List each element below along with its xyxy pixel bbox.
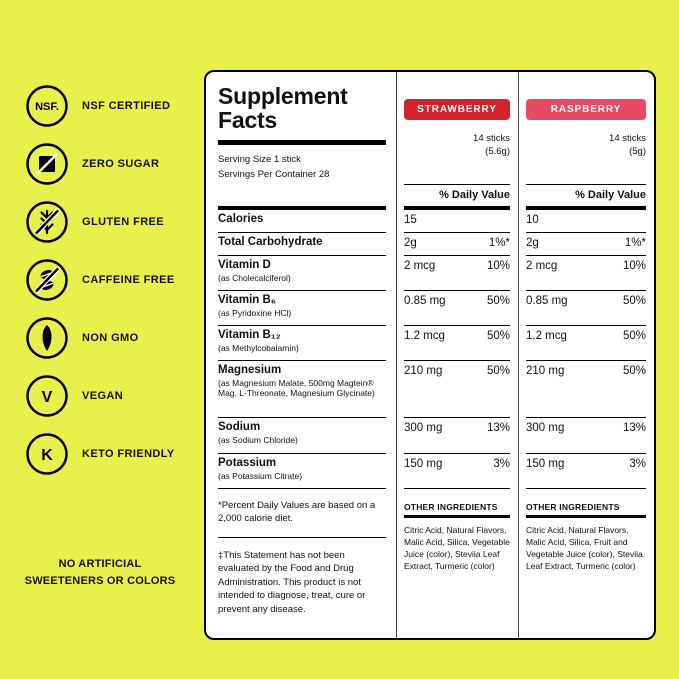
badge-label: CAFFEINE FREE [82, 274, 175, 286]
nutrient-row-magnesium: Magnesium (as Magnesium Malate, 500mg Ma… [218, 361, 386, 418]
strawberry-value-cell: 2 mcg 10% [404, 256, 510, 291]
strawberry-value-cell: 15 [404, 210, 510, 233]
svg-text:K: K [41, 447, 53, 464]
raspberry-value-cell: 0.85 mg 50% [526, 291, 646, 326]
column-divider [396, 72, 397, 638]
vegan-icon: V [26, 375, 68, 417]
badge-zero-sugar: ZERO SUGAR [25, 142, 175, 186]
column-divider [518, 72, 519, 638]
other-ingredients-rule [526, 515, 646, 518]
daily-value-label: % Daily Value [575, 189, 646, 201]
serving-info: Serving Size 1 stick Servings Per Contai… [218, 152, 386, 182]
nutrient-row-calories: Calories [218, 210, 386, 233]
strawberry-header: STRAWBERRY 14 sticks (5.6g) % Daily Valu… [404, 72, 510, 210]
serving-size: Serving Size 1 stick [218, 153, 301, 165]
raspberry-value-cell: 150 mg 3% [526, 454, 646, 489]
other-ingredients-rule [404, 515, 510, 518]
strawberry-other-ingredients: OTHER INGREDIENTS Citric Acid, Natural F… [404, 489, 510, 638]
strawberry-value-cell: 150 mg 3% [404, 454, 510, 489]
other-ingredients-label: OTHER INGREDIENTS [404, 502, 498, 512]
svg-text:V: V [42, 389, 53, 406]
daily-value-label: % Daily Value [439, 189, 510, 201]
facts-header: Supplement Facts Serving Size 1 stick Se… [218, 72, 386, 210]
nutrient-row-total-carbohydrate: Total Carbohydrate [218, 233, 386, 256]
svg-text:NSF.: NSF. [35, 101, 59, 113]
strawberry-value-cell: 210 mg 50% [404, 361, 510, 418]
raspberry-value-cell: 2g 1%* [526, 233, 646, 256]
nutrient-row-potassium: Potassium (as Potassium Citrate) [218, 454, 386, 489]
badge-keto-friendly: K KETO FRIENDLY [25, 432, 175, 476]
raspberry-value-cell: 10 [526, 210, 646, 233]
header-rule [404, 206, 510, 210]
raspberry-header: RASPBERRY 14 sticks (5g) % Daily Value [526, 72, 646, 210]
raspberry-value-cell: 300 mg 13% [526, 418, 646, 454]
fda-disclaimer: ‡This Statement has not been evaluated b… [218, 536, 386, 616]
panel-title: Supplement Facts [218, 83, 348, 134]
strawberry-value-cell: 1.2 mcg 50% [404, 326, 510, 361]
badge-label: ZERO SUGAR [82, 158, 160, 170]
badge-label: NON GMO [82, 332, 139, 344]
servings-per-container: Servings Per Container 28 [218, 168, 330, 180]
nutrient-row-vitamin-b12: Vitamin B₁₂ (as Methylcobalamin) [218, 326, 386, 361]
badge-vegan: V VEGAN [25, 374, 175, 418]
raspberry-sticks: 14 sticks (5g) [609, 133, 646, 158]
raspberry-other-ingredients: OTHER INGREDIENTS Citric Acid, Natural F… [526, 489, 646, 638]
badge-gluten-free: GLUTEN FREE [25, 200, 175, 244]
header-rule [526, 206, 646, 210]
strawberry-value-cell: 300 mg 13% [404, 418, 510, 454]
badge-non-gmo: NON GMO [25, 316, 175, 360]
nutrient-row-vitamin-d: Vitamin D (as Cholecalciferol) [218, 256, 386, 291]
no-artificial-note: NO ARTIFICIAL SWEETENERS OR COLORS [24, 558, 176, 588]
percent-daily-value-note: *Percent Daily Values are based on a 2,0… [218, 500, 376, 524]
caffeine-free-icon [26, 259, 68, 301]
keto-icon: K [26, 433, 68, 475]
badge-nsf-certified: NSF. NSF CERTIFIED [25, 84, 175, 128]
non-gmo-icon [26, 317, 68, 359]
other-ingredients-text: Citric Acid, Natural Flavors, Malic Acid… [404, 525, 510, 572]
raspberry-value-cell: 2 mcg 10% [526, 256, 646, 291]
zero-sugar-icon [26, 143, 68, 185]
thin-rule [526, 184, 646, 185]
raspberry-flavor-badge: RASPBERRY [526, 99, 646, 120]
strawberry-flavor-badge: STRAWBERRY [404, 99, 510, 120]
strawberry-value-cell: 2g 1%* [404, 233, 510, 256]
strawberry-sticks: 14 sticks (5.6g) [473, 133, 510, 158]
thin-rule [404, 184, 510, 185]
other-ingredients-text: Citric Acid, Natural Flavors, Malic Acid… [526, 525, 643, 572]
strawberry-value-cell: 0.85 mg 50% [404, 291, 510, 326]
facts-footnotes: *Percent Daily Values are based on a 2,0… [218, 489, 386, 638]
gluten-free-icon [26, 201, 68, 243]
nutrient-row-sodium: Sodium (as Sodium Chloride) [218, 418, 386, 454]
badge-label: VEGAN [82, 390, 124, 402]
supplement-facts-panel: Supplement Facts Serving Size 1 stick Se… [204, 70, 656, 640]
other-ingredients-label: OTHER INGREDIENTS [526, 502, 620, 512]
header-rule [218, 206, 386, 210]
badge-label: NSF CERTIFIED [82, 100, 171, 112]
raspberry-value-cell: 1.2 mcg 50% [526, 326, 646, 361]
badge-label: GLUTEN FREE [82, 216, 165, 228]
raspberry-value-cell: 210 mg 50% [526, 361, 646, 418]
badge-caffeine-free: CAFFEINE FREE [25, 258, 175, 302]
nsf-icon: NSF. [26, 85, 68, 127]
title-rule [218, 139, 386, 145]
facts-grid: Supplement Facts Serving Size 1 stick Se… [206, 72, 654, 638]
certification-list: NSF. NSF CERTIFIED ZERO SUGAR GLUTEN FRE… [25, 84, 175, 490]
nutrient-row-vitamin-b6: Vitamin B₆ (as Pyridoxine HCl) [218, 291, 386, 326]
badge-label: KETO FRIENDLY [82, 448, 175, 460]
